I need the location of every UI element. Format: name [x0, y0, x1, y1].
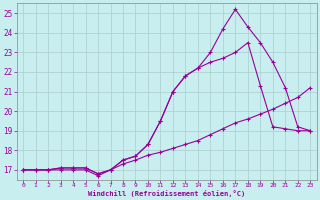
X-axis label: Windchill (Refroidissement éolien,°C): Windchill (Refroidissement éolien,°C): [88, 190, 245, 197]
